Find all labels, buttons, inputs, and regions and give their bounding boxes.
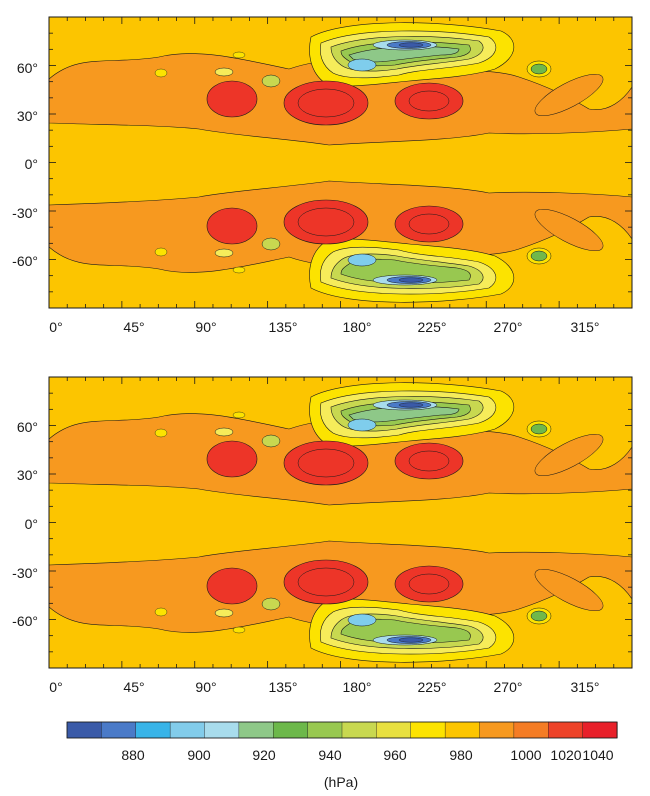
- lon-label: 270°: [494, 679, 523, 695]
- colorbar-frame: [66, 721, 618, 739]
- contour-field-top: [49, 17, 632, 308]
- panel-top: 60° 30° 0° -30° -60° 0° 45° 90° 135° 180…: [12, 16, 633, 335]
- lat-label: -30°: [12, 205, 38, 221]
- lon-labels-top: 0° 45° 90° 135° 180° 225° 270° 315°: [49, 319, 599, 335]
- panel-bottom: 60° 30° 0° -30° -60° 0° 45° 90° 135° 180…: [12, 376, 633, 695]
- lat-labels-top: 60° 30° 0° -30° -60°: [12, 60, 38, 269]
- lon-label: 0°: [49, 319, 62, 335]
- colorbar-swatch: [376, 721, 412, 739]
- colorbar-swatch: [169, 721, 206, 739]
- colorbar-swatch: [66, 721, 102, 739]
- lat-label: 60°: [17, 60, 38, 76]
- lon-label: 90°: [195, 319, 216, 335]
- lon-label: 45°: [123, 319, 144, 335]
- lon-label: 180°: [343, 679, 372, 695]
- colorbar-label: 880: [121, 747, 145, 763]
- colorbar-label: 940: [318, 747, 342, 763]
- colorbar-swatch: [101, 721, 137, 739]
- colorbar-label: 900: [187, 747, 211, 763]
- colorbar-swatch: [273, 721, 309, 739]
- lat-label: 30°: [17, 108, 38, 124]
- colorbar-swatch: [548, 721, 584, 739]
- lat-labels-bottom: 60° 30° 0° -30° -60°: [12, 419, 38, 629]
- colorbar-label: 920: [252, 747, 276, 763]
- lon-label: 0°: [49, 679, 62, 695]
- lat-label: 30°: [17, 467, 38, 483]
- lon-label: 45°: [123, 679, 144, 695]
- ticks-top: [48, 16, 633, 309]
- lon-labels-bottom: 0° 45° 90° 135° 180° 225° 270° 315°: [49, 679, 599, 695]
- colorbar-label: 960: [383, 747, 407, 763]
- colorbar-label: 1020: [550, 747, 581, 763]
- lon-label: 225°: [418, 679, 447, 695]
- colorbar-swatch: [410, 721, 446, 739]
- colorbar-unit: (hPa): [324, 774, 358, 790]
- lat-label: -60°: [12, 613, 38, 629]
- colorbar-swatch: [444, 721, 481, 739]
- colorbar-label: 1040: [582, 747, 613, 763]
- lon-label: 135°: [269, 679, 298, 695]
- colorbar-swatch: [582, 721, 618, 739]
- lat-label: 0°: [25, 516, 38, 532]
- colorbar-swatch: [307, 721, 343, 739]
- colorbar: 880 900 920 940 960 980 1000 1020 1040 (…: [66, 721, 618, 790]
- colorbar-swatch: [204, 721, 240, 739]
- lon-label: 225°: [418, 319, 447, 335]
- colorbar-label: 1000: [510, 747, 541, 763]
- contour-field-bottom: [49, 377, 632, 668]
- colorbar-swatch: [135, 721, 171, 739]
- lat-label: 0°: [25, 156, 38, 172]
- lat-label: -60°: [12, 253, 38, 269]
- lon-label: 315°: [571, 679, 600, 695]
- lat-label: 60°: [17, 419, 38, 435]
- lon-label: 135°: [269, 319, 298, 335]
- lon-label: 90°: [195, 679, 216, 695]
- colorbar-swatch: [341, 721, 377, 739]
- colorbar-swatches: [66, 721, 618, 739]
- ticks-bottom: [48, 376, 633, 669]
- lon-label: 315°: [571, 319, 600, 335]
- lat-label: -30°: [12, 565, 38, 581]
- lon-label: 270°: [494, 319, 523, 335]
- colorbar-labels: 880 900 920 940 960 980 1000 1020 1040: [121, 747, 613, 763]
- colorbar-label: 980: [449, 747, 473, 763]
- colorbar-swatch: [479, 721, 515, 739]
- lon-label: 180°: [343, 319, 372, 335]
- colorbar-swatch: [238, 721, 274, 739]
- colorbar-swatch: [513, 721, 549, 739]
